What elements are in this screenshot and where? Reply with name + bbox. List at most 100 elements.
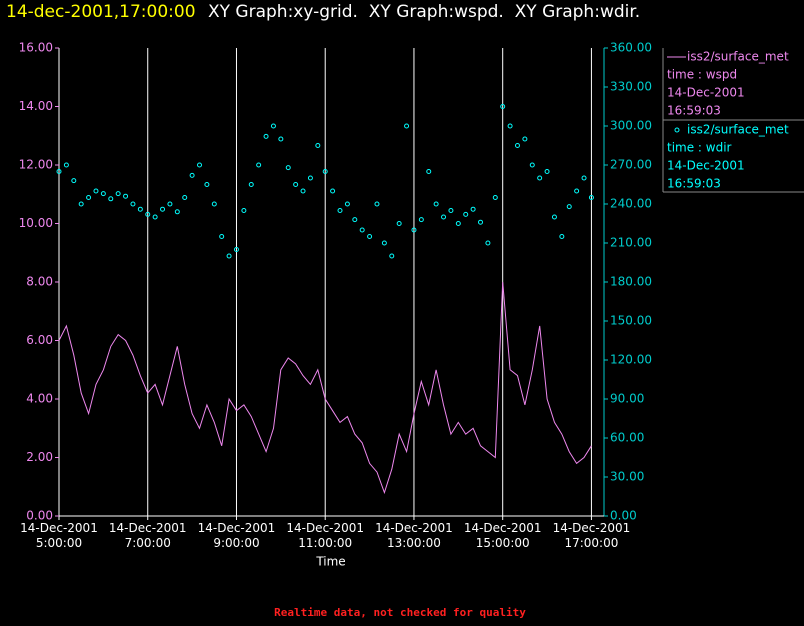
data-point	[500, 104, 506, 109]
legend-info: 14-Dec-2001	[667, 159, 745, 173]
x-axis-label: Time	[315, 555, 345, 569]
x-tick-label: 14-Dec-2001 17:00:00	[552, 521, 631, 550]
data-point	[174, 209, 180, 215]
data-point	[145, 211, 151, 217]
data-point	[426, 169, 432, 174]
data-point	[551, 214, 557, 220]
data-point	[404, 123, 410, 129]
data-point	[507, 123, 513, 129]
x-tick-label: 14-Dec-2001 15:00:00	[463, 521, 542, 550]
data-point	[485, 240, 491, 246]
x-tick-label: 14-Dec-2001 5:00:00	[20, 521, 98, 550]
data-point	[270, 123, 276, 129]
y-tick-label: 0.00	[26, 509, 53, 523]
data-point	[514, 143, 520, 148]
data-point	[470, 206, 476, 212]
legend-info: 14-Dec-2001	[667, 86, 745, 100]
y2-tick-label: 180.00	[610, 275, 652, 289]
data-point	[182, 195, 188, 200]
data-point	[367, 234, 373, 239]
data-point	[130, 201, 136, 207]
data-point	[263, 133, 269, 139]
data-point	[248, 182, 254, 187]
data-point	[352, 217, 358, 223]
data-point	[411, 227, 417, 233]
data-point	[359, 227, 365, 233]
data-point	[559, 234, 565, 239]
y2-tick-label: 240.00	[610, 197, 652, 211]
data-point	[344, 201, 350, 207]
data-point	[137, 206, 143, 212]
data-point	[300, 188, 306, 194]
data-point	[197, 162, 203, 168]
legend-info: 16:59:03	[667, 177, 721, 191]
x-tick-label: 14-Dec-2001 11:00:00	[286, 521, 365, 550]
data-point	[374, 201, 380, 207]
data-point	[566, 204, 572, 210]
y2-tick-label: 90.00	[610, 392, 644, 406]
data-point	[108, 196, 114, 202]
data-point	[307, 175, 313, 181]
data-point	[285, 165, 291, 171]
y2-tick-label: 30.00	[610, 470, 644, 484]
data-point	[219, 234, 225, 239]
y2-tick-label: 120.00	[610, 353, 652, 367]
x-tick-label: 14-Dec-2001 7:00:00	[108, 521, 187, 550]
x-tick-label: 14-Dec-2001 13:00:00	[375, 521, 453, 550]
data-point	[492, 195, 498, 200]
y2-tick-label: 60.00	[610, 431, 644, 445]
data-point	[56, 169, 62, 174]
data-point	[433, 201, 439, 207]
data-point	[100, 191, 106, 197]
data-point	[160, 206, 166, 212]
data-point	[93, 188, 99, 194]
data-point	[330, 188, 336, 194]
data-point	[441, 214, 447, 220]
data-point	[256, 162, 262, 168]
legend-marker	[674, 127, 680, 133]
y-tick-label: 12.00	[19, 158, 53, 172]
data-point	[544, 169, 550, 174]
x-tick-label: 14-Dec-2001 9:00:00	[197, 521, 276, 550]
data-point	[478, 219, 484, 225]
data-point	[204, 182, 210, 187]
legend-info: 16:59:03	[667, 104, 721, 118]
data-point	[588, 195, 594, 200]
y-tick-label: 2.00	[26, 450, 53, 464]
data-point	[463, 211, 469, 217]
data-point	[226, 253, 232, 259]
data-point	[86, 195, 92, 200]
legend-entry: iss2/surface_met	[687, 123, 789, 137]
chart-title: XY Graph:xy-grid. XY Graph:wspd. XY Grap…	[208, 2, 640, 22]
data-point	[322, 169, 328, 174]
data-point	[455, 221, 461, 226]
y2-tick-label: 360.00	[610, 41, 652, 55]
data-point	[189, 172, 195, 178]
footer: Realtime data, not checked for quality	[274, 606, 526, 619]
data-point	[522, 136, 528, 142]
data-point	[293, 182, 299, 187]
y-tick-label: 16.00	[19, 41, 53, 55]
legend-entry: iss2/surface_met	[687, 50, 789, 64]
y-tick-label: 4.00	[26, 392, 53, 406]
data-point	[241, 208, 247, 213]
y2-tick-label: 270.00	[610, 158, 652, 172]
y2-tick-label: 300.00	[610, 119, 652, 133]
data-point	[574, 188, 580, 194]
data-point	[71, 178, 77, 184]
legend-info: time : wdir	[667, 141, 732, 155]
timestamp: 14-dec-2001,17:00:00	[6, 2, 196, 22]
y2-tick-label: 0.00	[610, 509, 637, 523]
data-point	[115, 191, 121, 197]
y-tick-label: 14.00	[19, 99, 53, 113]
data-point	[381, 240, 387, 246]
y-tick-label: 8.00	[26, 275, 53, 289]
y2-tick-label: 150.00	[610, 314, 652, 328]
y-tick-label: 6.00	[26, 333, 53, 347]
y2-tick-label: 330.00	[610, 80, 652, 94]
data-point	[78, 201, 84, 207]
data-point	[167, 201, 173, 207]
y-tick-label: 10.00	[19, 216, 53, 230]
